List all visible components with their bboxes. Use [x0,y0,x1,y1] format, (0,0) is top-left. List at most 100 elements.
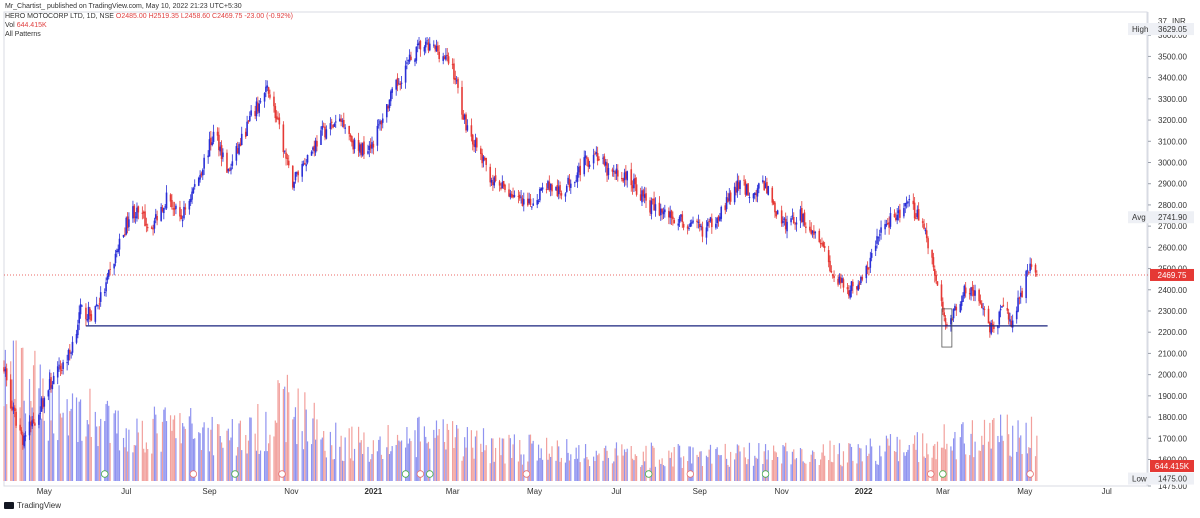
volume-bar [736,444,738,481]
volume-bar [795,458,798,481]
candle-body [396,77,399,86]
volume-bar [71,393,74,481]
candle-body [371,142,373,149]
symbol-name[interactable]: HERO MOTOCORP LTD, 1D, NSE [5,13,114,20]
candle-body [1019,292,1022,297]
volume-bar [494,447,497,481]
volume-bar [829,440,831,481]
volume-bar [258,453,260,481]
volume-bar [730,451,732,481]
candle-body [805,226,807,229]
volume-bar [210,429,212,481]
candle-body [576,172,579,182]
candle-body [579,165,582,176]
volume-bar [294,407,297,481]
candle-body [508,189,510,197]
volume-bar [705,455,708,481]
volume-bar [302,449,305,481]
candle-body [381,118,384,123]
volume-bar [802,461,804,481]
candle-body [473,144,475,147]
volume-bar [707,457,709,481]
candle-body [539,188,541,201]
candle-body [540,188,543,191]
candle-body [113,263,115,269]
candle-body [792,216,795,223]
candle-body [86,319,89,321]
candle-body [794,223,796,225]
price-tick-label: 3400.00 [1158,74,1187,83]
candle-body [664,209,666,213]
volume-bar [923,456,925,481]
volume-bar [282,388,284,481]
candle-body [175,205,177,209]
candle-body [512,194,514,198]
volume-bar [607,457,610,481]
volume-bar [198,432,200,481]
candle-body [623,172,626,181]
candle-body [921,221,924,223]
volume-bar [511,457,513,481]
volume-bar [586,456,588,481]
candle-body [987,308,990,324]
candle-body [698,223,701,228]
volume-bar [818,465,820,481]
candle-body [69,349,71,354]
volume-bar [726,458,728,481]
candle-body [745,184,748,195]
candle-body [226,152,228,173]
volume-bar [942,447,944,481]
tradingview-brand[interactable]: TradingView [4,501,61,510]
candle-body [711,218,713,228]
candle-body [621,178,623,180]
candle-body [670,210,673,219]
volume-bar [109,442,111,481]
pattern-highlight-box [941,308,953,348]
event-marker-icon [645,470,653,478]
candle-body [916,209,919,218]
candle-body [415,46,418,61]
candle-body [764,183,767,189]
candle-body [305,164,308,167]
candle-body [700,225,702,227]
volume-bar [20,347,23,481]
volume-bar [382,458,384,481]
candle-body [489,166,492,183]
volume-bar [89,388,91,481]
volume-bar [229,440,231,481]
volume-bar [650,442,652,481]
volume-bar [809,461,811,481]
volume-bar [615,442,618,481]
candle-body [819,243,822,245]
volume-bar [370,459,372,481]
volume-bar [239,420,241,481]
volume-bar [959,437,961,481]
candle-body [254,111,256,117]
last-volume-label: 644.415K [1155,462,1190,471]
candle-body [380,121,383,125]
volume-bar [584,444,587,481]
volume-bar [876,464,878,481]
candle-body [673,220,676,224]
candle-body [631,185,634,189]
indicator-name[interactable]: All Patterns [5,31,41,38]
volume-bar [263,451,266,481]
volume-bar [312,418,314,481]
event-marker-icon [231,470,239,478]
volume-bar [611,463,614,481]
volume-bar [501,438,503,481]
volume-bar [944,449,947,481]
volume-bar [508,434,510,481]
candle-body [532,203,534,206]
volume-bar [113,413,115,481]
volume-bar [457,428,459,481]
volume-bar [143,448,145,481]
candle-body [651,199,654,201]
candle-body [592,154,595,164]
candle-body [895,217,897,220]
candle-body [266,85,269,88]
volume-bar [481,451,483,481]
candle-body [821,243,823,245]
price-tick-label: 1700.00 [1158,434,1187,443]
